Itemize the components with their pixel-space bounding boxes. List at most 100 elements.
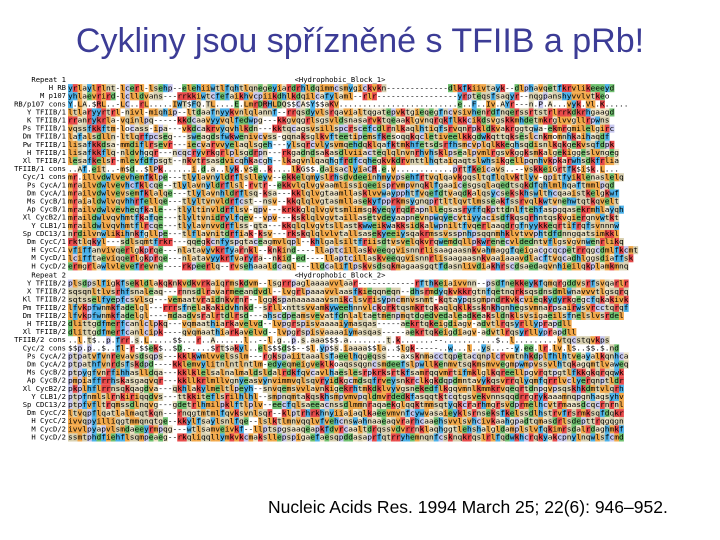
residue-cell	[604, 262, 610, 271]
residue-cell	[486, 197, 491, 206]
residue-cell	[281, 392, 287, 401]
residue-cell	[262, 213, 268, 222]
residue-cell	[343, 189, 349, 198]
residue-cell	[234, 157, 240, 166]
residue-cell	[210, 84, 216, 93]
residue-cell	[609, 311, 615, 320]
residue-cell	[186, 425, 192, 434]
residue-cell	[486, 84, 491, 93]
residue-cell	[91, 157, 97, 166]
sequence-text: Y.LA.$RL..-LC..rL.....IWT$FQ.TL....E.Lmr…	[68, 100, 629, 109]
residue-cell	[191, 254, 197, 263]
residue-cell	[519, 221, 525, 230]
residue-cell	[376, 425, 382, 434]
residue-cell	[490, 108, 496, 117]
residue-cell	[562, 311, 567, 320]
residue-cell	[139, 246, 145, 255]
residue-cell	[419, 189, 425, 198]
residue-cell	[566, 376, 572, 385]
residue-cell	[353, 108, 358, 117]
residue-cell	[400, 401, 406, 410]
residue-cell	[196, 148, 202, 157]
residue-cell	[134, 173, 140, 182]
residue-cell	[505, 409, 510, 418]
residue-cell	[172, 384, 178, 393]
residue-cell	[471, 287, 477, 296]
residue-cell	[600, 384, 605, 393]
residue-cell	[258, 100, 263, 109]
residue-cell	[72, 254, 78, 263]
residue-cell	[163, 229, 168, 238]
residue-cell	[528, 238, 534, 247]
residue-cell	[448, 425, 453, 434]
residue-cell	[305, 148, 311, 157]
residue-cell	[210, 409, 216, 418]
residue-cell	[110, 401, 116, 410]
residue-cell	[604, 376, 610, 385]
residue-cell	[329, 148, 335, 157]
residue-cell	[386, 425, 392, 434]
residue-cell	[581, 181, 586, 190]
residue-cell	[367, 165, 373, 174]
residue-cell	[172, 279, 178, 288]
residue-cell	[148, 165, 154, 174]
residue-cell	[338, 197, 344, 206]
residue-cell	[585, 376, 591, 385]
residue-cell	[91, 221, 97, 230]
residue-cell	[324, 384, 330, 393]
sequence-name: Y CLB1/2	[31, 392, 66, 401]
residue-cell	[338, 213, 344, 222]
residue-cell	[576, 303, 582, 312]
residue-cell	[353, 221, 358, 230]
residue-cell	[210, 279, 216, 288]
residue-cell	[585, 392, 591, 401]
residue-cell	[386, 336, 392, 345]
residue-cell	[158, 352, 164, 361]
residue-cell	[315, 433, 320, 442]
residue-cell	[581, 336, 586, 345]
residue-cell	[91, 92, 97, 101]
residue-cell	[585, 132, 591, 141]
residue-cell	[609, 140, 615, 149]
residue-cell	[462, 279, 468, 288]
residue-cell	[300, 279, 306, 288]
residue-cell	[372, 124, 377, 133]
residue-cell	[310, 401, 316, 410]
residue-cell	[243, 157, 249, 166]
residue-cell	[87, 409, 92, 418]
residue-cell	[576, 124, 582, 133]
residue-cell	[163, 140, 168, 149]
residue-cell	[210, 221, 216, 230]
residue-cell	[386, 384, 392, 393]
residue-cell	[528, 254, 534, 263]
residue-cell	[68, 368, 73, 377]
residue-cell	[300, 181, 306, 190]
residue-cell	[68, 108, 73, 117]
residue-cell	[353, 173, 358, 182]
residue-cell	[291, 311, 297, 320]
residue-cell	[129, 173, 135, 182]
residue-cell	[267, 165, 273, 174]
residue-cell	[77, 303, 83, 312]
residue-cell	[367, 295, 373, 304]
residue-cell	[566, 368, 572, 377]
residue-cell	[557, 189, 563, 198]
residue-cell	[391, 401, 396, 410]
residue-cell	[357, 197, 363, 206]
residue-cell	[110, 392, 116, 401]
residue-cell	[224, 140, 230, 149]
residue-cell	[576, 384, 582, 393]
residue-cell	[524, 433, 529, 442]
residue-cell	[452, 165, 458, 174]
residue-cell	[419, 148, 425, 157]
residue-cell	[296, 238, 301, 247]
residue-cell	[604, 213, 610, 222]
residue-cell	[552, 409, 558, 418]
residue-cell	[609, 173, 615, 182]
residue-cell	[286, 401, 292, 410]
residue-cell	[557, 320, 563, 329]
residue-cell	[410, 116, 415, 125]
residue-cell	[148, 140, 154, 149]
residue-cell	[495, 287, 501, 296]
residue-cell	[495, 254, 501, 263]
